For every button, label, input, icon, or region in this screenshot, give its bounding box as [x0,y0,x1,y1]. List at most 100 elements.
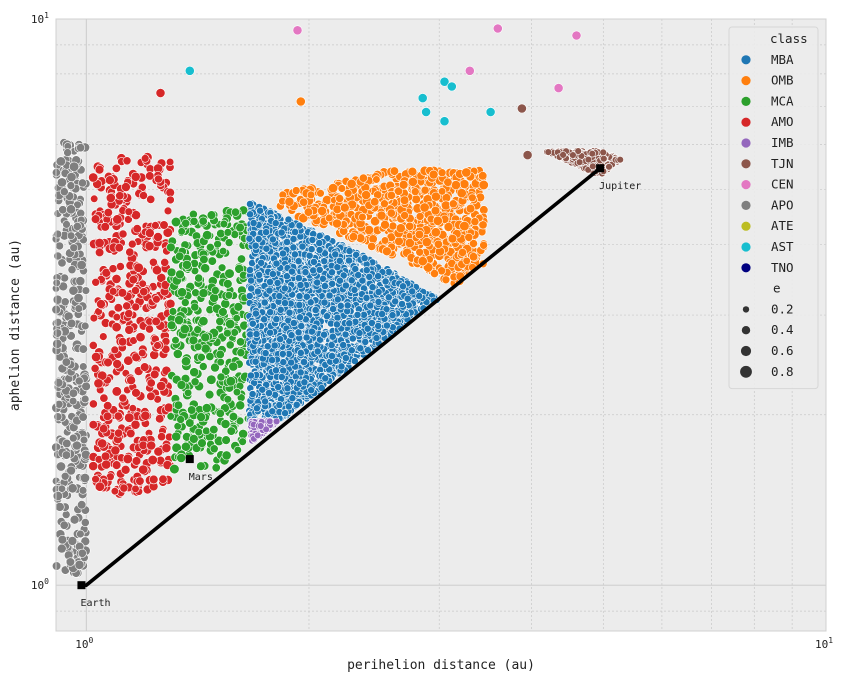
data-point-omb [440,200,451,211]
data-point-apo [80,394,90,404]
data-point-omb [317,205,327,216]
data-point-apo [73,221,82,231]
data-point-mca [225,376,236,387]
data-point-mba [315,265,324,274]
data-point-amo [128,275,138,285]
data-point-mba [350,285,359,294]
data-point-omb [399,195,410,205]
data-point-mba [321,374,330,383]
data-point-amo [151,221,160,230]
data-point-mba [345,319,354,328]
data-point-omb [332,218,342,229]
data-point-mca [238,428,248,439]
data-point-apo [69,433,78,443]
data-point-amo [128,239,137,249]
data-point-mca [174,315,184,325]
data-point-mba [270,341,279,350]
data-point-apo [68,161,80,172]
data-point-amo [138,440,148,450]
data-point-omb [430,227,441,238]
data-point-omb [456,188,467,199]
data-point-apo [52,278,61,288]
data-point-mba [362,266,371,275]
data-point-amo [118,229,128,239]
data-point-mba [329,305,337,313]
data-point-mba [347,346,356,355]
data-point-mba [268,407,277,416]
data-point-mba [305,251,314,260]
data-point-mca [215,408,225,418]
data-point-mba [251,357,260,366]
data-point-amo [119,483,129,493]
data-point-mba [255,270,263,279]
data-point-imb [254,431,262,439]
data-point-apo [61,450,72,460]
data-point-mca [177,227,186,236]
data-point-mba [343,301,352,310]
data-point-amo [121,182,131,192]
data-point-omb [433,239,443,249]
data-point-amo [124,309,134,319]
data-point-apo [60,273,69,283]
data-point-mca [198,288,209,298]
data-point-mba [366,301,375,310]
data-point-amo [135,332,146,343]
data-point-mba [287,358,295,367]
data-point-amo [120,464,131,475]
data-point-amo [165,298,176,309]
data-point-apo [54,502,65,512]
data-point-mba [274,383,283,391]
data-point-mba [391,297,400,306]
data-point-omb [420,185,430,195]
data-point-omb [459,179,470,189]
data-point-mca [173,400,183,410]
data-point-mca [166,412,175,421]
data-point-mca [181,298,190,307]
data-point-mba [298,242,307,251]
data-point-mba [315,239,324,247]
data-point-mba [320,298,329,307]
data-point-mba [382,321,391,330]
data-point-amo [91,277,100,287]
data-point-amo [122,156,132,166]
data-point-mba [266,308,275,317]
data-point-amo [159,220,169,230]
data-point-apo [80,472,91,483]
data-point-mba [332,320,341,329]
data-point-amo [96,299,106,309]
data-point-mca [206,243,215,252]
data-point-apo [80,518,90,527]
data-point-amo [146,440,157,451]
data-point-amo [94,238,105,249]
data-point-omb [465,204,476,214]
data-point-mba [283,384,292,393]
data-point-mba [268,235,277,244]
data-point-apo [60,297,70,307]
data-point-mba [328,332,337,341]
data-point-omb [291,186,301,195]
data-point-mca [198,316,209,327]
data-point-apo [67,265,77,275]
data-point-mca [196,412,206,422]
data-point-mca [202,230,213,241]
data-point-apo [76,529,85,539]
data-point-mba [276,335,285,344]
data-point-omb [380,236,390,245]
data-point-apo [67,483,78,494]
data-point-mba [245,234,254,243]
data-point-mba [289,235,298,243]
data-point-amo [94,165,105,175]
data-point-amo [153,232,163,242]
data-point-mba [307,386,316,395]
data-point-omb [389,166,400,176]
data-point-apo [66,465,76,476]
data-point-mba [295,301,304,309]
data-point-mba [408,287,417,296]
data-point-amo [131,210,141,220]
data-point-amo [99,393,109,403]
data-point-omb [346,178,357,189]
data-point-apo [74,559,85,570]
data-point-apo [60,471,70,481]
data-point-apo [72,440,82,451]
data-point-omb [447,234,458,244]
